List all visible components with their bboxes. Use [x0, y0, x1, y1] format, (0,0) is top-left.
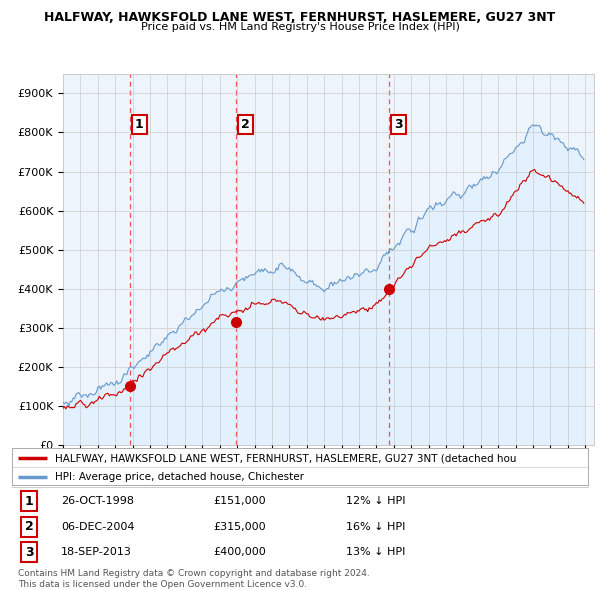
Text: 13% ↓ HPI: 13% ↓ HPI	[346, 547, 406, 557]
Text: HALFWAY, HAWKSFOLD LANE WEST, FERNHURST, HASLEMERE, GU27 3NT (detached hou: HALFWAY, HAWKSFOLD LANE WEST, FERNHURST,…	[55, 453, 517, 463]
Text: £400,000: £400,000	[214, 547, 266, 557]
Text: 2: 2	[25, 520, 34, 533]
Text: Contains HM Land Registry data © Crown copyright and database right 2024.
This d: Contains HM Land Registry data © Crown c…	[18, 569, 370, 589]
Text: £151,000: £151,000	[214, 496, 266, 506]
Text: 12% ↓ HPI: 12% ↓ HPI	[346, 496, 406, 506]
Text: Price paid vs. HM Land Registry's House Price Index (HPI): Price paid vs. HM Land Registry's House …	[140, 22, 460, 32]
Text: 2: 2	[241, 118, 250, 131]
Text: 3: 3	[25, 546, 34, 559]
Text: 16% ↓ HPI: 16% ↓ HPI	[346, 522, 406, 532]
Text: 06-DEC-2004: 06-DEC-2004	[61, 522, 134, 532]
Text: 26-OCT-1998: 26-OCT-1998	[61, 496, 134, 506]
Text: HALFWAY, HAWKSFOLD LANE WEST, FERNHURST, HASLEMERE, GU27 3NT: HALFWAY, HAWKSFOLD LANE WEST, FERNHURST,…	[44, 11, 556, 24]
Text: 1: 1	[25, 494, 34, 507]
Text: 3: 3	[394, 118, 403, 131]
Text: 1: 1	[135, 118, 143, 131]
Text: 18-SEP-2013: 18-SEP-2013	[61, 547, 132, 557]
Text: HPI: Average price, detached house, Chichester: HPI: Average price, detached house, Chic…	[55, 472, 304, 482]
Text: £315,000: £315,000	[214, 522, 266, 532]
